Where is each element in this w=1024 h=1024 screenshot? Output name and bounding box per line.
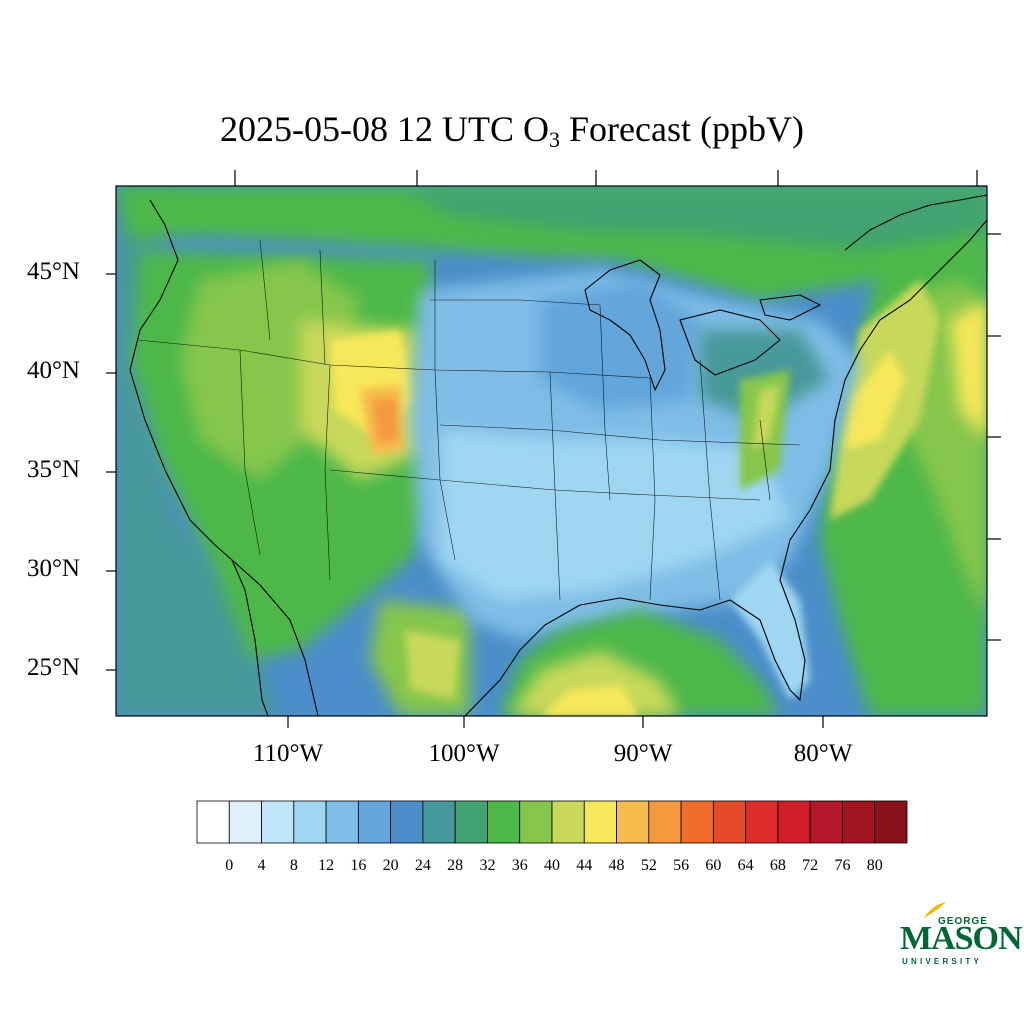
gmu-logo: GEORGE MASON UNIVERSITY <box>898 898 1023 970</box>
colorbar-swatch <box>487 800 521 844</box>
colorbar-swatch <box>519 800 553 844</box>
colorbar-tick-label: 12 <box>318 857 335 874</box>
colorbar-swatch <box>325 800 359 844</box>
colorbar-tick-label: 68 <box>769 857 786 874</box>
colorbar-swatch <box>422 800 456 844</box>
lat-label-45n: 45°N <box>26 258 80 285</box>
colorbar-swatch <box>583 800 617 844</box>
colorbar-swatch <box>745 800 779 844</box>
colorbar-tick-label: 64 <box>737 857 754 874</box>
colorbar-swatch <box>196 800 230 844</box>
lon-label-80w: 80°W <box>793 740 853 767</box>
colorbar-swatch <box>616 800 650 844</box>
colorbar-tick-label: 8 <box>289 857 298 874</box>
colorbar-swatch <box>809 800 843 844</box>
colorbar-swatch <box>228 800 262 844</box>
leaf-icon <box>924 902 946 918</box>
logo-line-george: GEORGE <box>938 916 988 927</box>
colorbar-tick-label: 76 <box>834 857 851 874</box>
colorbar-swatch <box>874 800 908 844</box>
lat-label-40n: 40°N <box>26 357 80 384</box>
colorbar-tick-label: 72 <box>802 857 819 874</box>
colorbar-tick-label: 16 <box>350 857 367 874</box>
colorbar-swatch <box>454 800 488 844</box>
colorbar-tick-label: 28 <box>447 857 464 874</box>
lon-label-100w: 100°W <box>428 740 500 767</box>
colorbar-swatch <box>712 800 747 844</box>
colorbar-tick-label: 40 <box>544 857 560 874</box>
colorbar-swatch <box>648 800 682 844</box>
colorbar-swatch <box>261 800 295 844</box>
lat-label-35n: 35°N <box>26 456 80 483</box>
colorbar-swatch <box>390 800 424 844</box>
logo-line-mason: MASON <box>900 920 1023 957</box>
colorbar-swatch <box>680 800 714 844</box>
coastline <box>129 194 987 716</box>
colorbar-swatch <box>842 800 876 844</box>
state-borders <box>137 239 801 601</box>
colorbar-swatch <box>357 800 392 844</box>
colorbar <box>196 800 908 844</box>
colorbar-swatch <box>777 800 811 844</box>
colorbar-tick-label: 48 <box>608 857 625 874</box>
colorbar-tick-label: 52 <box>640 857 657 874</box>
lon-label-110w: 110°W <box>252 740 324 767</box>
colorbar-tick-label: 60 <box>705 857 722 874</box>
colorbar-tick-label: 0 <box>225 857 234 874</box>
colorbar-tick-label: 44 <box>576 857 593 874</box>
lat-label-30n: 30°N <box>26 555 80 582</box>
colorbar-swatch <box>293 800 327 844</box>
colorbar-tick-label: 24 <box>414 857 431 874</box>
lon-label-90w: 90°W <box>613 740 673 767</box>
tick-marks <box>106 170 1001 728</box>
map-frame <box>115 185 988 717</box>
colorbar-swatch <box>551 800 585 844</box>
colorbar-tick-label: 4 <box>257 857 266 874</box>
map-title: 2025-05-08 12 UTC O3 Forecast (ppbV) <box>220 109 804 152</box>
colorbar-tick-label: 80 <box>866 857 883 874</box>
colorbar-tick-label: 20 <box>382 857 399 874</box>
colorbar-tick-label: 56 <box>673 857 690 874</box>
colorbar-tick-label: 36 <box>511 857 528 874</box>
logo-line-university: UNIVERSITY <box>902 957 983 966</box>
colorbar-tick-label: 32 <box>479 857 496 874</box>
lat-label-25n: 25°N <box>26 654 80 681</box>
